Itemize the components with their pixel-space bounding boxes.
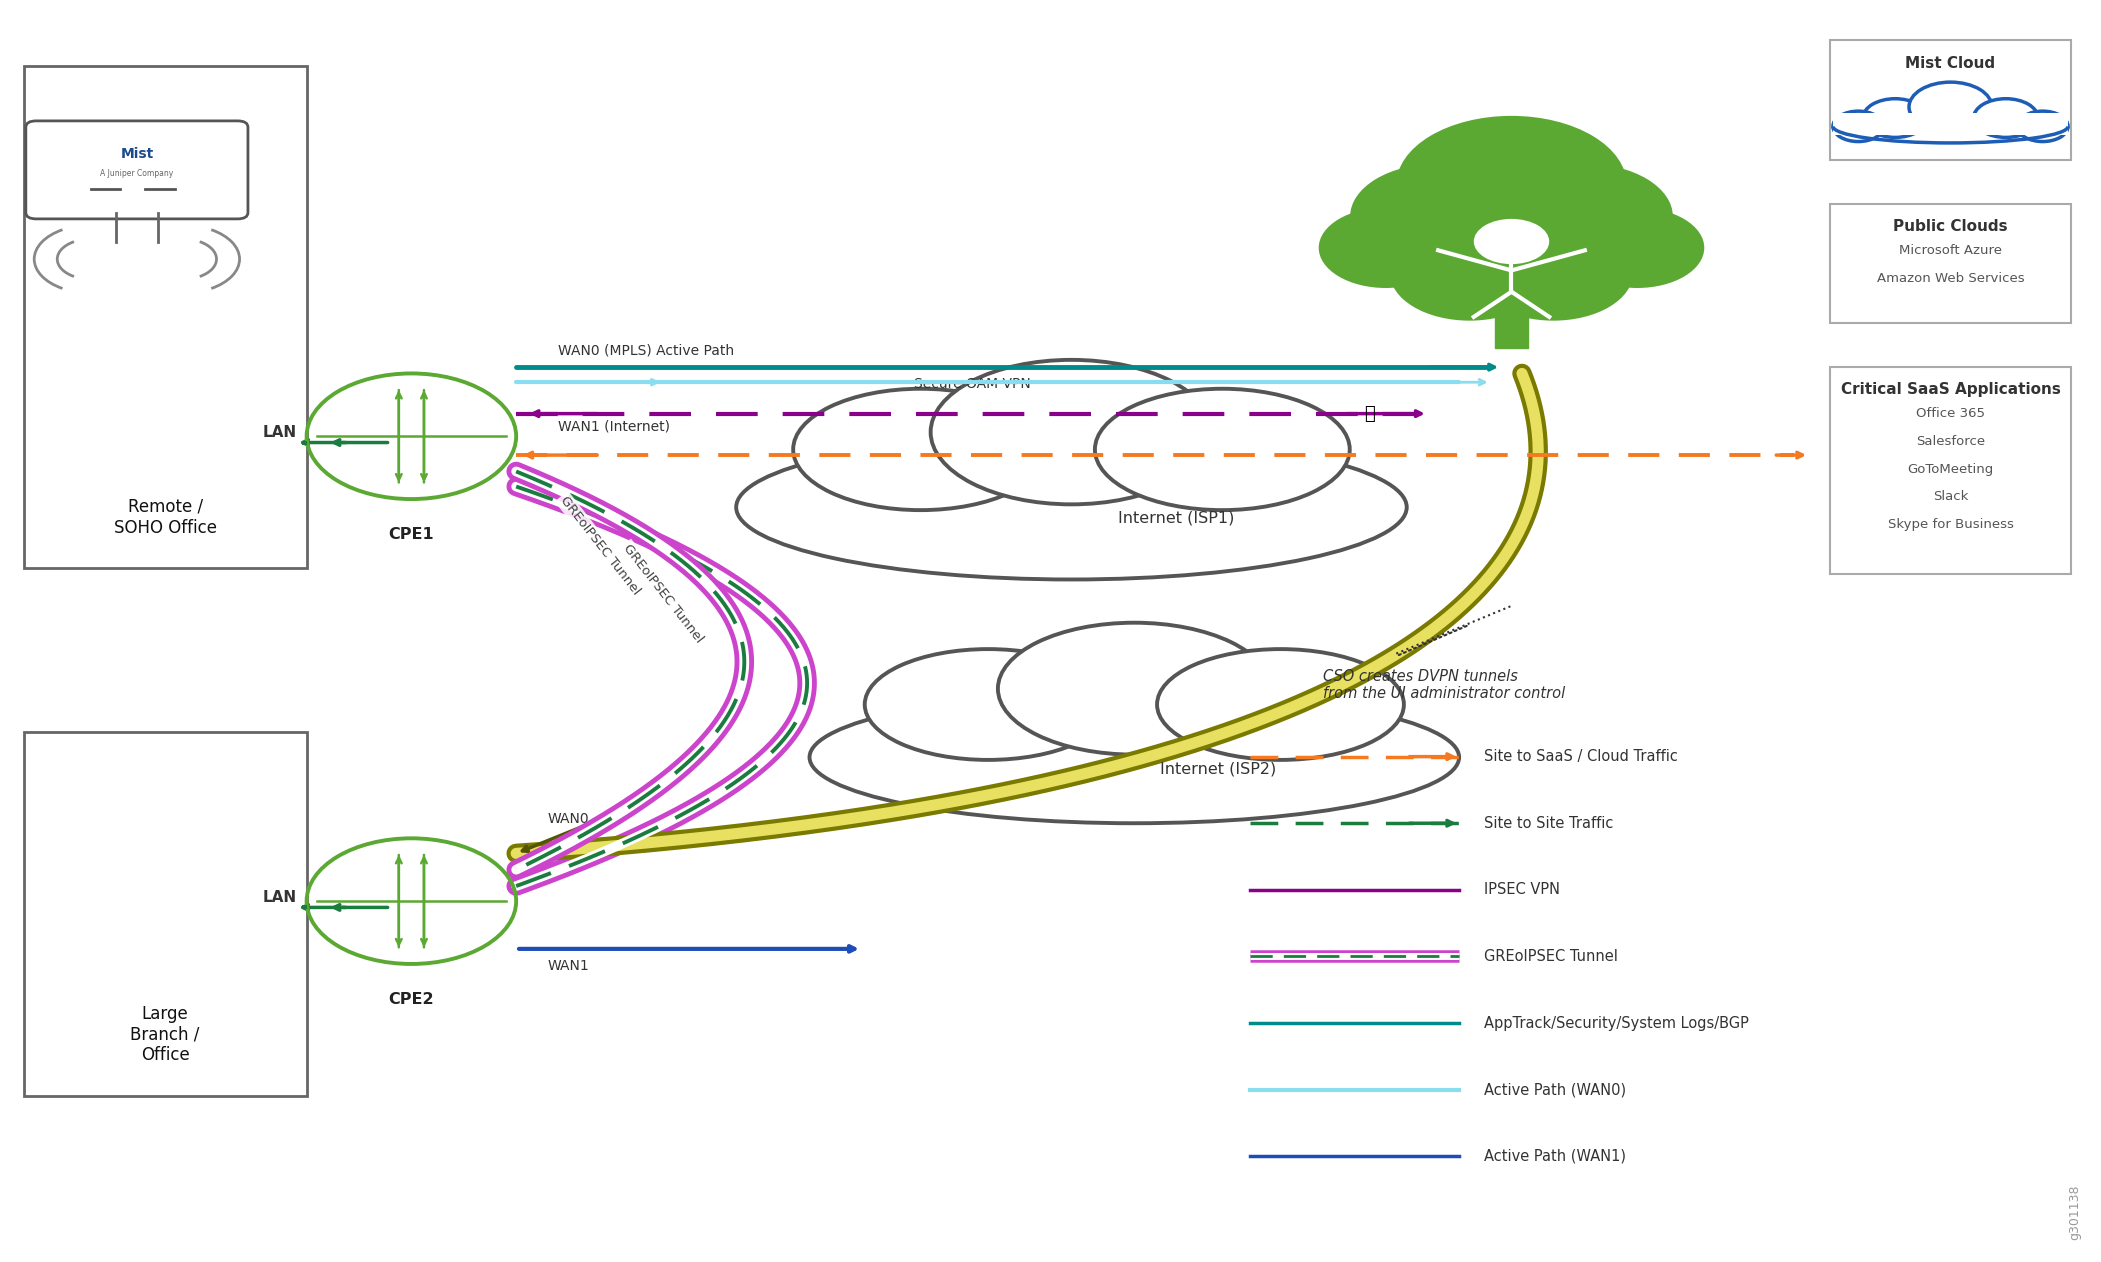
Text: Secure OAM VPN: Secure OAM VPN xyxy=(914,377,1029,391)
Text: Skype for Business: Skype for Business xyxy=(1887,517,2013,531)
Circle shape xyxy=(1473,218,1548,264)
Circle shape xyxy=(1973,98,2038,138)
Text: Internet (ISP1): Internet (ISP1) xyxy=(1118,510,1235,525)
Text: g301138: g301138 xyxy=(2069,1185,2082,1241)
Ellipse shape xyxy=(866,649,1111,760)
Text: Internet (ISP2): Internet (ISP2) xyxy=(1160,762,1275,776)
Circle shape xyxy=(1496,164,1672,269)
FancyBboxPatch shape xyxy=(1832,112,2067,135)
Text: Microsoft Azure: Microsoft Azure xyxy=(1899,244,2002,257)
Text: Active Path (WAN0): Active Path (WAN0) xyxy=(1483,1082,1626,1097)
Circle shape xyxy=(1403,183,1620,313)
Text: CPE2: CPE2 xyxy=(389,992,435,1007)
Text: WAN1: WAN1 xyxy=(548,959,590,973)
Circle shape xyxy=(2017,111,2067,141)
Circle shape xyxy=(1910,82,1992,131)
Text: Active Path (WAN1): Active Path (WAN1) xyxy=(1483,1148,1626,1164)
Circle shape xyxy=(1473,225,1632,321)
Text: Mist Cloud: Mist Cloud xyxy=(1906,56,1996,71)
Text: CPE1: CPE1 xyxy=(389,526,435,541)
FancyBboxPatch shape xyxy=(1830,367,2072,574)
Circle shape xyxy=(1569,207,1704,288)
Text: CSO: CSO xyxy=(1490,116,1532,135)
Text: A Juniper Company: A Juniper Company xyxy=(101,169,174,178)
Text: Slack: Slack xyxy=(1933,490,1969,504)
Text: Office 365: Office 365 xyxy=(1916,408,1985,420)
Ellipse shape xyxy=(735,435,1408,579)
Text: GREoIPSEC Tunnel: GREoIPSEC Tunnel xyxy=(557,493,643,597)
Text: LAN: LAN xyxy=(263,890,296,905)
FancyBboxPatch shape xyxy=(23,732,307,1095)
Text: Site to SaaS / Cloud Traffic: Site to SaaS / Cloud Traffic xyxy=(1483,750,1679,765)
Polygon shape xyxy=(1494,285,1527,348)
Text: Remote /
SOHO Office: Remote / SOHO Office xyxy=(113,498,216,536)
Text: Site to Site Traffic: Site to Site Traffic xyxy=(1483,815,1614,830)
Text: LAN: LAN xyxy=(263,425,296,440)
Circle shape xyxy=(1351,164,1525,269)
Circle shape xyxy=(1832,111,1885,141)
FancyBboxPatch shape xyxy=(23,66,307,568)
Text: IPSEC VPN: IPSEC VPN xyxy=(1483,882,1561,897)
Text: WAN0: WAN0 xyxy=(548,813,588,827)
FancyBboxPatch shape xyxy=(25,121,248,218)
Text: CSO creates DVPN tunnels
from the UI administrator control: CSO creates DVPN tunnels from the UI adm… xyxy=(1324,669,1565,702)
Text: WAN0 (MPLS) Active Path: WAN0 (MPLS) Active Path xyxy=(559,343,733,358)
Text: GREoIPSEC Tunnel: GREoIPSEC Tunnel xyxy=(1483,949,1618,964)
Circle shape xyxy=(1397,116,1626,254)
Ellipse shape xyxy=(931,360,1212,505)
Text: Mist: Mist xyxy=(120,146,153,160)
Text: 🔒: 🔒 xyxy=(1364,405,1374,423)
Ellipse shape xyxy=(998,622,1271,755)
Text: Amazon Web Services: Amazon Web Services xyxy=(1876,271,2023,285)
Circle shape xyxy=(1391,225,1548,321)
Text: GoToMeeting: GoToMeeting xyxy=(1908,463,1994,476)
Text: GREoIPSEC Tunnel: GREoIPSEC Tunnel xyxy=(620,541,706,645)
Text: Public Clouds: Public Clouds xyxy=(1893,218,2009,233)
Circle shape xyxy=(1864,98,1927,138)
Text: Critical SaaS Applications: Critical SaaS Applications xyxy=(1840,382,2061,398)
Ellipse shape xyxy=(809,692,1458,823)
FancyBboxPatch shape xyxy=(1830,40,2072,160)
Text: Large
Branch /
Office: Large Branch / Office xyxy=(130,1005,200,1064)
Text: WAN1 (Internet): WAN1 (Internet) xyxy=(559,419,670,433)
FancyBboxPatch shape xyxy=(1830,203,2072,323)
Text: Salesforce: Salesforce xyxy=(1916,435,1985,448)
Text: AppTrack/Security/System Logs/BGP: AppTrack/Security/System Logs/BGP xyxy=(1483,1016,1750,1031)
Ellipse shape xyxy=(794,389,1048,510)
Circle shape xyxy=(1319,207,1452,288)
Ellipse shape xyxy=(1095,389,1349,510)
Ellipse shape xyxy=(1158,649,1403,760)
